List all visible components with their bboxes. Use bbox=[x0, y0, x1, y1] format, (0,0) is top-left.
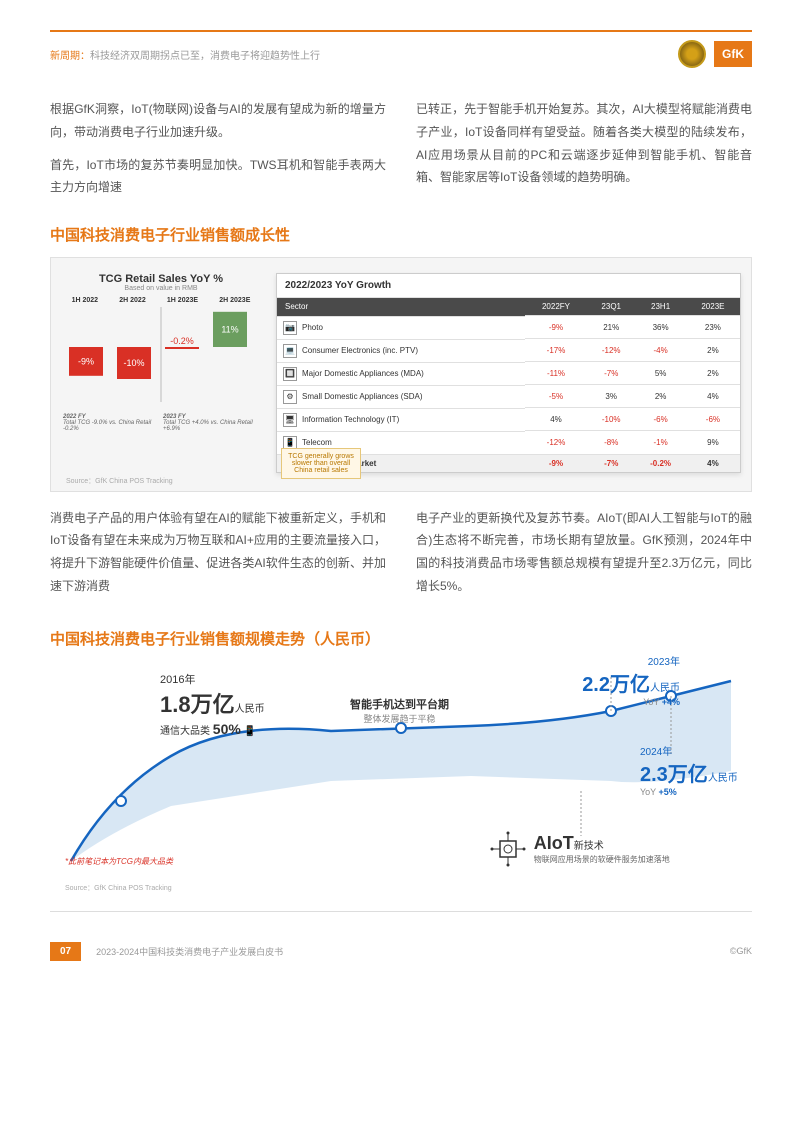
page-footer: 07 2023-2024中国科技类消费电子产业发展白皮书 ©GfK bbox=[50, 932, 752, 961]
bar-chart-area: TCG Retail Sales YoY % Based on value in… bbox=[61, 273, 261, 432]
intro-paragraphs: 根据GfK洞察，IoT(物联网)设备与AI的发展有望成为新的增量方向，带动消费电… bbox=[50, 98, 752, 204]
growth-panel: TCG Retail Sales YoY % Based on value in… bbox=[50, 257, 752, 492]
svg-text:-9%: -9% bbox=[78, 357, 94, 367]
svg-text:-10%: -10% bbox=[123, 358, 144, 368]
trend-chart: 2016年 1.8万亿人民币 通信大品类 50% 📱 智能手机达到平台期 整体发… bbox=[50, 661, 752, 901]
aiot-label: AIoT新技术 物联网应用场景的软硬件服务加速落地 bbox=[490, 831, 670, 867]
footer-title: 2023-2024中国科技类消费电子产业发展白皮书 bbox=[96, 945, 283, 958]
copyright: ©GfK bbox=[730, 946, 752, 956]
bar-chart-svg: -9% -10% -0.2% 11% bbox=[61, 307, 261, 407]
gfk-logo: GfK bbox=[714, 41, 752, 67]
header-main: 科技经济双周期拐点已至，消费电子将迎趋势性上行 bbox=[90, 51, 320, 62]
bar-footnotes: 2022 FYTotal TCG -9.0% vs. China Retail … bbox=[61, 414, 261, 432]
label-plateau: 智能手机达到平台期 整体发展趋于平稳 bbox=[350, 696, 449, 725]
telecom-row: 通信大品类 50% 📱 bbox=[160, 721, 265, 737]
section-2-title: 中国科技消费电子行业销售额规模走势（人民币） bbox=[50, 628, 752, 649]
header-accent-line bbox=[50, 30, 752, 32]
yoy-2024: YoY +5% bbox=[640, 787, 738, 797]
svg-text:11%: 11% bbox=[221, 325, 238, 335]
label-2023: 2023年 2.2万亿人民币 YoY +4% bbox=[560, 653, 680, 707]
para-3: 已转正，先于智能手机开始复苏。其次，AI大模型将赋能消费电子产业，IoT设备同样… bbox=[416, 98, 752, 189]
bar-chart-title: TCG Retail Sales YoY % bbox=[61, 273, 261, 285]
para-5: 电子产业的更新换代及复苏节奏。AIoT(即AI人工智能与IoT的融合)生态将不断… bbox=[416, 507, 752, 598]
para-4: 消费电子产品的用户体验有望在AI的赋能下被重新定义，手机和IoT设备有望在未来成… bbox=[50, 507, 386, 598]
phone-icon: 📱 bbox=[244, 726, 256, 737]
growth-table-element: Sector2022FY23Q123H12023E📷 Photo-9%21%36… bbox=[277, 297, 740, 472]
para-1: 根据GfK洞察，IoT(物联网)设备与AI的发展有望成为新的增量方向，带动消费电… bbox=[50, 98, 386, 144]
mid-paragraphs: 消费电子产品的用户体验有望在AI的赋能下被重新定义，手机和IoT设备有望在未来成… bbox=[50, 507, 752, 608]
para-2: 首先，IoT市场的复苏节奏明显加快。TWS耳机和智能手表两大主力方向增速 bbox=[50, 154, 386, 200]
bar-period-labels: 1H 20222H 20221H 2023E2H 2023E bbox=[61, 297, 261, 304]
header-prefix: 新周期： bbox=[50, 51, 90, 62]
aiot-chip-icon bbox=[490, 831, 526, 867]
section-1-title: 中国科技消费电子行业销售额成长性 bbox=[50, 224, 752, 245]
source-1: Source：GfK China POS Tracking bbox=[61, 476, 741, 486]
yoy-2023: YoY +4% bbox=[560, 697, 680, 707]
footnote-2023: 2023 FYTotal TCG +4.0% vs. China Retail … bbox=[163, 414, 259, 432]
page-header: 新周期：科技经济双周期拐点已至，消费电子将迎趋势性上行 GfK bbox=[50, 40, 752, 68]
footnote-2022: 2022 FYTotal TCG -9.0% vs. China Retail … bbox=[63, 414, 159, 432]
growth-table: 2022/2023 YoY Growth Sector2022FY23Q123H… bbox=[276, 273, 741, 473]
header-logos: GfK bbox=[678, 40, 752, 68]
point-2016 bbox=[116, 796, 126, 806]
label-2024: 2024年 2.3万亿人民币 YoY +5% bbox=[640, 743, 738, 797]
svg-text:-0.2%: -0.2% bbox=[170, 336, 194, 346]
callout-box: TCG generally grows slower than overall … bbox=[281, 448, 361, 479]
label-2016: 2016年 1.8万亿人民币 通信大品类 50% 📱 bbox=[160, 671, 265, 737]
bar-chart-subtitle: Based on value in RMB bbox=[61, 285, 261, 292]
footer-divider bbox=[50, 911, 752, 912]
page-number: 07 bbox=[50, 942, 81, 961]
partner-badge-icon bbox=[678, 40, 706, 68]
source-2: Source：GfK China POS Tracking bbox=[65, 883, 172, 893]
growth-table-title: 2022/2023 YoY Growth bbox=[277, 274, 740, 297]
header-caption: 新周期：科技经济双周期拐点已至，消费电子将迎趋势性上行 bbox=[50, 47, 320, 62]
trend-footnote: *此前笔记本为TCG内最大品类 bbox=[65, 856, 185, 867]
